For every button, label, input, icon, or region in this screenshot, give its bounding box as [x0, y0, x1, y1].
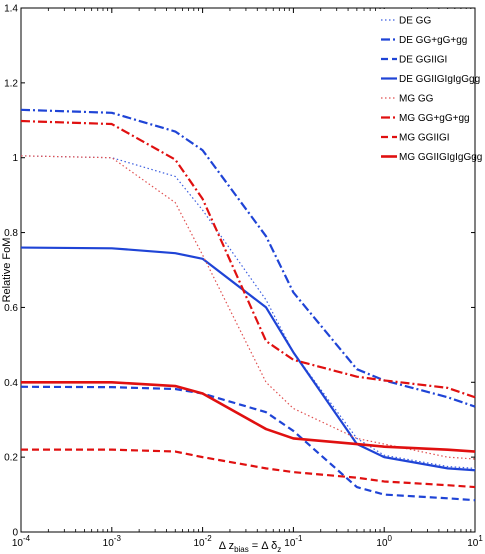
x-tick-label: 10-3 — [103, 534, 122, 549]
series-line-7 — [21, 448, 476, 489]
y-tick-label: 0.4 — [4, 378, 18, 389]
legend-label: DE GGIIGIgIgGgg — [399, 74, 480, 85]
x-tick-base: 10 — [12, 538, 24, 549]
x-tick-label: 10-1 — [284, 534, 303, 549]
legend-label: DE GGIIGI — [399, 55, 447, 66]
x-label-subscript: z — [277, 545, 281, 554]
x-label-subscript: bias — [234, 545, 249, 554]
x-tick-base: 10 — [467, 538, 479, 549]
y-tick-label: 0.8 — [4, 228, 18, 239]
series-line-4 — [20, 246, 476, 472]
legend-label: DE GG+gG+gg — [399, 35, 467, 46]
x-axis-label: Δ zbias = Δ δz — [219, 540, 281, 554]
x-tick-exponent: 0 — [388, 534, 393, 543]
x-tick-label: 101 — [467, 534, 483, 549]
y-axis-ticks: 0 0.2 0.4 0.6 0.8 1 1.2 1.4 — [4, 4, 475, 539]
x-tick-base: 10 — [376, 538, 388, 549]
x-tick-label: 10-4 — [12, 534, 31, 549]
series-line-5 — [20, 155, 476, 460]
x-tick-base: 10 — [284, 538, 296, 549]
y-tick-label: 0.2 — [4, 453, 18, 464]
y-tick-label: 0 — [12, 528, 18, 539]
series-line-6 — [20, 119, 476, 399]
legend-label: MG GGIIGIgIgGgg — [399, 152, 482, 163]
legend-label: MG GGIIGI — [399, 133, 450, 144]
y-tick-label: 0.6 — [4, 303, 18, 314]
series-line-2 — [20, 108, 476, 408]
y-tick-label: 1.2 — [4, 78, 18, 89]
y-axis-label: Relative FoM — [1, 238, 13, 303]
x-tick-base: 10 — [103, 538, 115, 549]
x-tick-exponent: -2 — [205, 534, 213, 543]
x-label-part: = Δ δ — [249, 540, 277, 552]
series-line-3 — [20, 385, 476, 502]
y-tick-label: 1 — [12, 153, 18, 164]
x-tick-exponent: -1 — [295, 534, 303, 543]
series-line-8 — [21, 380, 476, 453]
y-tick-label: 1.4 — [4, 4, 18, 15]
x-label-part: Δ z — [219, 540, 234, 552]
series-layer — [20, 108, 476, 502]
legend-label: MG GG — [399, 94, 434, 105]
legend-box — [376, 9, 474, 169]
x-axis-ticks: 10-4 10-3 10-2 10-1 100 101 — [12, 8, 483, 549]
legend-label: MG GG+gG+gg — [399, 113, 470, 124]
x-tick-exponent: -4 — [23, 534, 31, 543]
x-tick-base: 10 — [193, 538, 205, 549]
legend: DE GG DE GG+gG+gg DE GGIIGI DE GGIIGIgIgGgg… — [376, 9, 482, 169]
series-line-1 — [20, 155, 476, 469]
x-tick-exponent: 1 — [478, 534, 483, 543]
x-tick-label: 100 — [376, 534, 392, 549]
legend-label: DE GG — [399, 16, 431, 27]
x-tick-label: 10-2 — [193, 534, 212, 549]
x-tick-exponent: -3 — [114, 534, 122, 543]
